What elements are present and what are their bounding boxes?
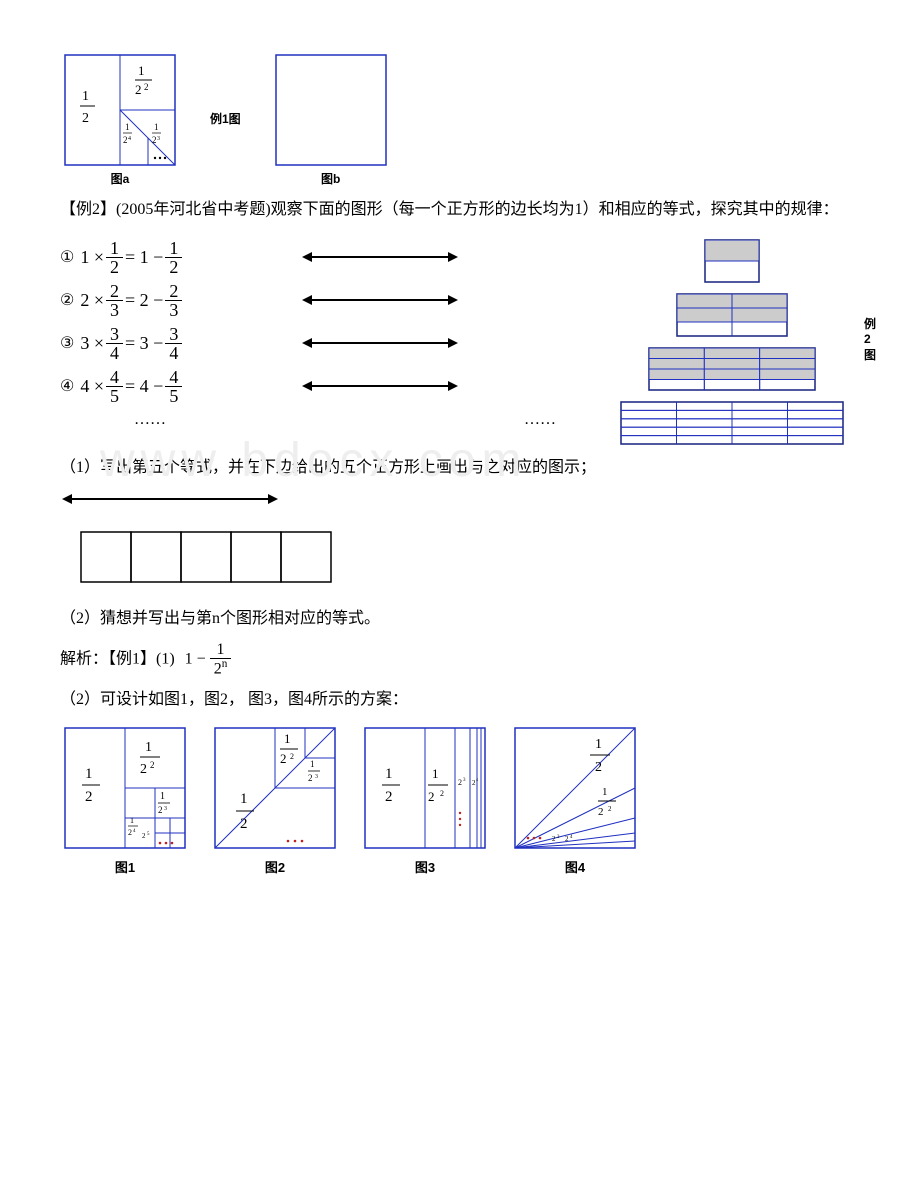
svg-text:2: 2 — [290, 752, 294, 761]
grids-column — [620, 233, 844, 445]
equation-row: ②2 × 23 = 2 − 23 — [60, 282, 600, 319]
svg-text:2: 2 — [552, 835, 556, 843]
example2-block: ①1 × 12 = 1 − 12 ②2 × 23 = 2 − 23 ③3 × 34 … — [60, 233, 860, 445]
bottom-fig-4: 12 122 23 24 图4 — [510, 723, 640, 876]
analysis-line: 解析：【例1】(1) 1 − 1 2n — [60, 642, 860, 677]
svg-text:2: 2 — [385, 789, 393, 805]
svg-text:2: 2 — [144, 82, 149, 92]
svg-text:2: 2 — [598, 806, 604, 818]
svg-text:2: 2 — [240, 816, 248, 832]
svg-text:1: 1 — [82, 89, 89, 104]
svg-text:2: 2 — [85, 789, 93, 805]
svg-text:2: 2 — [150, 760, 155, 770]
svg-text:1: 1 — [154, 122, 159, 132]
svg-text:3: 3 — [463, 778, 466, 783]
equation-row: ③3 × 34 = 3 − 34 — [60, 325, 600, 362]
svg-text:3: 3 — [164, 806, 167, 812]
svg-text:1: 1 — [130, 816, 134, 825]
svg-text:4: 4 — [570, 835, 573, 840]
svg-text:1: 1 — [145, 740, 152, 755]
svg-text:2: 2 — [128, 828, 132, 837]
svg-text:2: 2 — [158, 805, 163, 815]
question-1: （1）写出第五个等式，并在下边给出的五个正方形上画出与之对应的图示； — [60, 455, 860, 481]
svg-text:2: 2 — [123, 135, 128, 145]
svg-text:2: 2 — [428, 789, 435, 804]
svg-text:1: 1 — [310, 759, 315, 769]
double-arrow — [300, 335, 460, 351]
svg-text:2: 2 — [135, 82, 142, 97]
svg-text:2: 2 — [308, 773, 313, 783]
top-figures-row: 1 2 1 22 1 24 1 23 图a 例1图 图b — [60, 50, 860, 187]
svg-text:1: 1 — [602, 786, 608, 798]
equation-row: ①1 × 12 = 1 − 12 — [60, 239, 600, 276]
example2-intro: 【例2】(2005年河北省中考题)观察下面的图形（每一个正方形的边长均为1）和相… — [60, 197, 860, 223]
svg-text:1: 1 — [138, 63, 145, 78]
example2-side-label: 例2图 — [864, 315, 876, 363]
grid-1 — [704, 239, 760, 283]
svg-text:2: 2 — [280, 751, 287, 766]
ellipsis-row: …… …… — [60, 411, 600, 429]
question-2: （2）猜想并写出与第n个图形相对应的等式。 — [60, 606, 860, 632]
svg-text:2: 2 — [140, 762, 147, 777]
q1-arrow — [60, 490, 280, 508]
bottom-fig-3: 12 122 23 24 图3 — [360, 723, 490, 876]
svg-text:3: 3 — [157, 136, 160, 142]
svg-text:1: 1 — [85, 766, 93, 782]
bottom-fig-2: 122 123 12 图2 — [210, 723, 340, 876]
svg-text:2: 2 — [565, 835, 569, 843]
svg-text:5: 5 — [147, 832, 150, 837]
svg-text:1: 1 — [240, 791, 248, 807]
svg-text:1: 1 — [125, 122, 130, 132]
svg-text:2: 2 — [440, 789, 444, 798]
five-squares — [80, 531, 860, 588]
svg-text:1: 1 — [595, 737, 602, 752]
bottom-figures-row: 12 122 123 124 25 图1 122 123 12 — [60, 723, 860, 876]
svg-text:2: 2 — [82, 111, 89, 126]
svg-text:1: 1 — [432, 766, 439, 781]
svg-text:3: 3 — [557, 835, 560, 840]
grid-3 — [648, 347, 816, 391]
double-arrow — [300, 292, 460, 308]
svg-text:1: 1 — [160, 791, 165, 802]
example1-side-label: 例1图 — [210, 110, 241, 127]
svg-text:2: 2 — [152, 135, 157, 145]
figure-b-svg — [271, 50, 391, 170]
svg-text:2: 2 — [595, 760, 602, 775]
svg-text:1: 1 — [284, 731, 291, 746]
svg-text:4: 4 — [133, 829, 136, 834]
analysis-q2: （2）可设计如图1，图2， 图3，图4所示的方案： — [60, 687, 860, 713]
figure-a-caption: 图a — [111, 170, 130, 187]
double-arrow — [300, 378, 460, 394]
figure-a-svg: 1 2 1 22 1 24 1 23 — [60, 50, 180, 170]
figure-a: 1 2 1 22 1 24 1 23 图a — [60, 50, 180, 187]
figure-b-caption: 图b — [321, 170, 340, 187]
svg-text:4: 4 — [128, 136, 131, 142]
svg-text:2: 2 — [608, 805, 612, 813]
grid-2 — [676, 293, 788, 337]
double-arrow — [300, 249, 460, 265]
svg-text:4: 4 — [476, 777, 478, 782]
grid-4 — [620, 401, 844, 445]
svg-text:1: 1 — [385, 766, 393, 782]
equations-column: ①1 × 12 = 1 − 12 ②2 × 23 = 2 − 23 ③3 × 34 … — [60, 233, 600, 435]
bottom-fig-1: 12 122 123 124 25 图1 — [60, 723, 190, 876]
svg-text:3: 3 — [315, 774, 318, 780]
svg-text:2: 2 — [458, 778, 462, 787]
svg-text:2: 2 — [142, 832, 146, 840]
equation-row: ④4 × 45 = 4 − 45 — [60, 368, 600, 405]
figure-b: 图b — [271, 50, 391, 187]
